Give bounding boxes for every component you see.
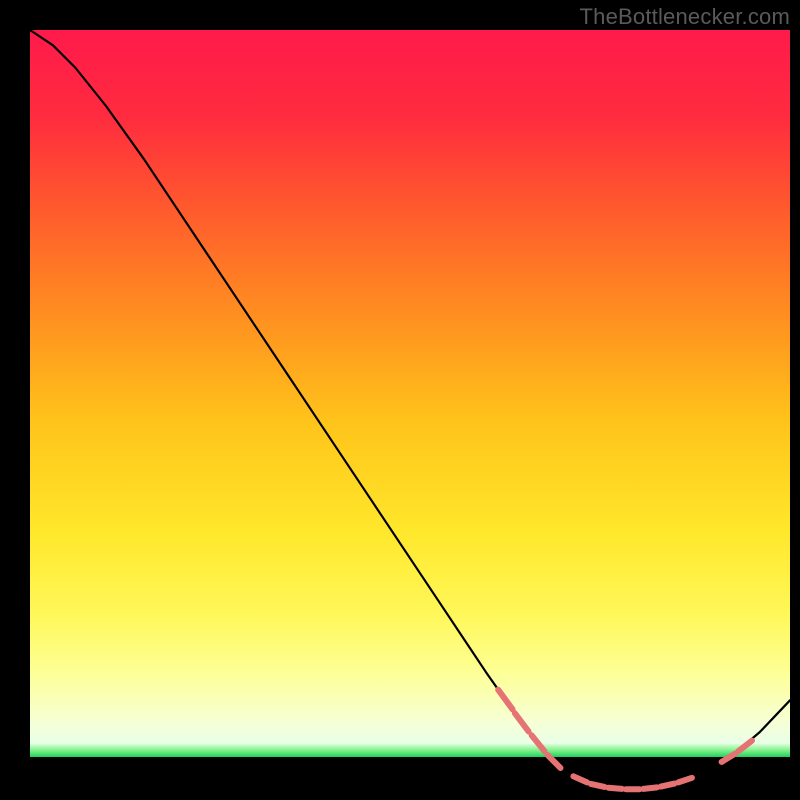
chart-svg — [0, 0, 800, 800]
green-band — [30, 744, 790, 757]
attribution-text: TheBottlenecker.com — [580, 4, 790, 30]
gradient-background — [30, 30, 790, 744]
chart-root: { "attribution": { "text": "TheBottlenec… — [0, 0, 800, 800]
